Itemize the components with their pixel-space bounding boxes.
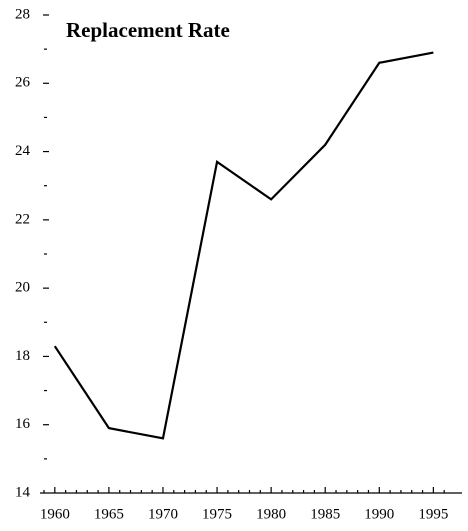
x-tick-label: 1960 xyxy=(40,506,70,522)
y-tick-label: 26 xyxy=(15,75,31,91)
y-tick-label: 18 xyxy=(15,348,30,364)
x-tick-label: 1990 xyxy=(364,506,394,522)
x-tick-label: 1965 xyxy=(94,506,124,522)
x-tick-label: 1970 xyxy=(148,506,178,522)
x-tick-label: 1975 xyxy=(202,506,232,522)
y-tick-label: 28 xyxy=(15,6,30,22)
x-tick-label: 1995 xyxy=(418,506,448,522)
x-tick-label: 1985 xyxy=(310,506,340,522)
y-tick-label: 14 xyxy=(15,484,31,500)
y-tick-label: 24 xyxy=(15,143,31,159)
chart-title: Replacement Rate xyxy=(66,18,230,42)
y-tick-label: 22 xyxy=(15,211,30,227)
data-line xyxy=(53,51,434,440)
y-tick-label: 20 xyxy=(15,280,30,296)
y-tick-label: 16 xyxy=(15,416,31,432)
x-tick-label: 1980 xyxy=(256,506,286,522)
